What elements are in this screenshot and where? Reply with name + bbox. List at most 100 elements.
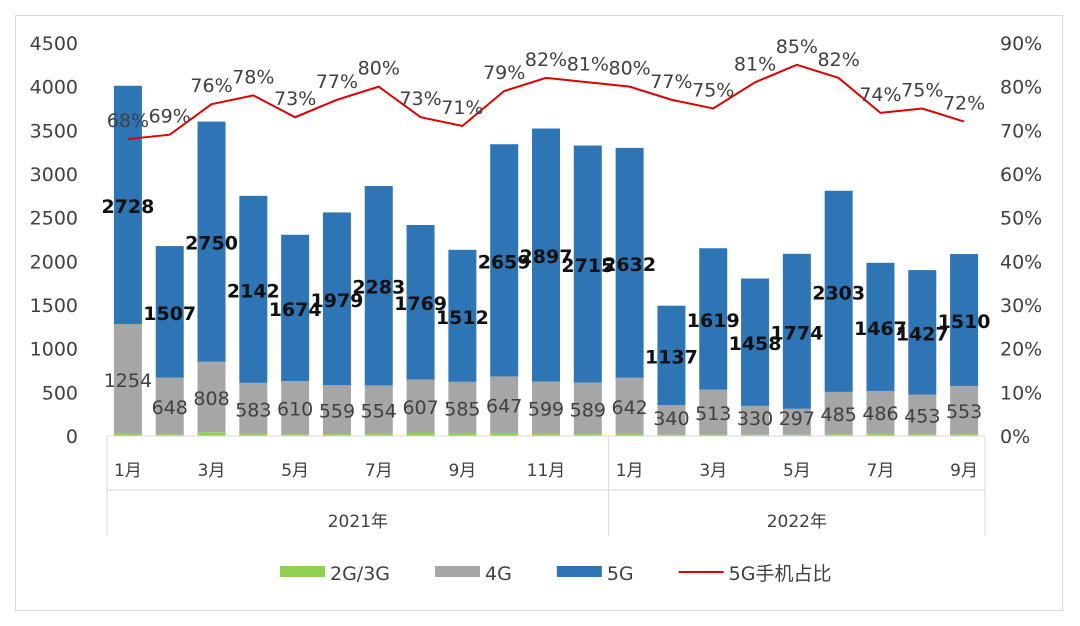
bar-2G/3G xyxy=(406,432,435,436)
bar-5G xyxy=(322,212,351,386)
bar-4G xyxy=(699,389,728,435)
bar-4G xyxy=(406,379,435,433)
bar-2G/3G xyxy=(155,434,184,436)
data-label-5G: 2750 xyxy=(185,233,238,255)
bar-5G xyxy=(908,270,937,395)
bar-4G xyxy=(155,377,184,435)
y-tick-label: 3000 xyxy=(30,164,78,186)
data-label-5G: 1979 xyxy=(311,290,364,312)
bar-4G xyxy=(532,381,560,434)
bar-4G xyxy=(197,361,226,433)
bar-4G xyxy=(657,404,686,435)
y-tick-label: 1500 xyxy=(30,295,78,317)
bar-2G/3G xyxy=(573,434,602,436)
bar-4G xyxy=(824,391,853,435)
data-label-share: 80% xyxy=(358,58,400,80)
x-tick-label: 1月 xyxy=(616,461,644,481)
data-label-share: 82% xyxy=(525,49,567,71)
data-label-5G: 1512 xyxy=(436,307,489,329)
x-tick-label: 11月 xyxy=(527,461,566,481)
data-label-4G: 340 xyxy=(653,408,689,430)
bar-5G xyxy=(824,190,853,392)
y2-tick-label: 40% xyxy=(1000,251,1042,273)
bar-5G xyxy=(448,249,477,382)
data-label-4G: 453 xyxy=(904,405,940,427)
y2-tick-label: 80% xyxy=(1000,77,1042,99)
bar-5G xyxy=(113,85,142,325)
bar-2G/3G xyxy=(615,433,644,436)
data-label-4G: 1254 xyxy=(104,370,152,392)
y2-tick-label: 60% xyxy=(1000,164,1042,186)
bar-2G/3G xyxy=(950,434,979,436)
data-label-4G: 610 xyxy=(277,399,313,421)
data-label-5G: 2897 xyxy=(520,246,573,268)
data-label-4G: 513 xyxy=(695,403,731,425)
data-label-share: 82% xyxy=(818,49,860,71)
data-label-share: 75% xyxy=(901,80,943,102)
bar-5G xyxy=(741,278,770,406)
x-tick-label: 1月 xyxy=(114,461,142,481)
data-label-share: 73% xyxy=(399,88,441,110)
x-tick-label: 7月 xyxy=(867,461,895,481)
data-label-share: 85% xyxy=(776,36,818,58)
data-label-5G: 2632 xyxy=(603,254,656,276)
bar-5G xyxy=(406,225,435,380)
data-label-share: 73% xyxy=(274,88,316,110)
bar-5G xyxy=(364,186,393,386)
x-tick-label: 3月 xyxy=(198,461,226,481)
data-label-share: 81% xyxy=(567,53,609,75)
bar-5G xyxy=(699,248,728,390)
data-label-5G: 1458 xyxy=(729,333,782,355)
data-label-4G: 599 xyxy=(528,399,564,421)
legend-label: 2G/3G xyxy=(330,563,390,585)
data-label-5G: 1674 xyxy=(269,299,322,321)
x-tick-label: 7月 xyxy=(365,461,393,481)
data-label-share: 78% xyxy=(232,66,274,88)
y2-tick-label: 10% xyxy=(1000,382,1042,404)
data-label-4G: 647 xyxy=(486,396,522,418)
bar-4G xyxy=(615,377,644,434)
y-tick-label: 0 xyxy=(66,426,78,448)
bar-5G xyxy=(866,262,895,391)
data-label-5G: 2283 xyxy=(352,277,405,299)
bar-5G xyxy=(950,254,979,386)
bar-4G xyxy=(782,408,811,435)
bar-4G xyxy=(741,405,770,435)
bar-2G/3G xyxy=(866,433,895,436)
data-label-share: 72% xyxy=(943,93,985,115)
bar-5G xyxy=(239,195,268,383)
x-tick-label: 9月 xyxy=(448,461,476,481)
data-label-4G: 583 xyxy=(235,399,271,421)
x-tick-label: 5月 xyxy=(281,461,309,481)
y2-tick-label: 70% xyxy=(1000,120,1042,142)
y-tick-label: 1000 xyxy=(30,339,78,361)
data-label-5G: 1507 xyxy=(143,303,196,325)
data-label-4G: 485 xyxy=(821,404,857,426)
data-label-5G: 1510 xyxy=(938,311,991,333)
data-label-4G: 642 xyxy=(611,397,647,419)
data-label-share: 74% xyxy=(859,84,901,106)
data-label-share: 68% xyxy=(107,110,149,132)
data-label-5G: 1774 xyxy=(770,322,823,344)
bar-2G/3G xyxy=(699,434,728,436)
bar-2G/3G xyxy=(281,434,310,436)
bar-2G/3G xyxy=(197,432,226,436)
bar-4G xyxy=(490,376,519,433)
data-label-4G: 808 xyxy=(193,388,229,410)
bar-2G/3G xyxy=(908,434,937,436)
data-label-5G: 2659 xyxy=(478,251,531,273)
bar-5G xyxy=(155,246,184,378)
bar-4G xyxy=(866,390,895,434)
y-tick-label: 3500 xyxy=(30,120,78,142)
bar-5G xyxy=(615,147,644,378)
data-label-share: 80% xyxy=(609,58,651,80)
data-label-5G: 1619 xyxy=(687,310,740,332)
data-label-share: 69% xyxy=(149,106,191,128)
data-label-4G: 554 xyxy=(361,401,397,423)
data-label-share: 77% xyxy=(650,71,692,93)
data-label-4G: 648 xyxy=(152,397,188,419)
data-label-5G: 1427 xyxy=(896,323,949,345)
bar-4G xyxy=(448,381,477,433)
bar-5G xyxy=(782,253,811,409)
